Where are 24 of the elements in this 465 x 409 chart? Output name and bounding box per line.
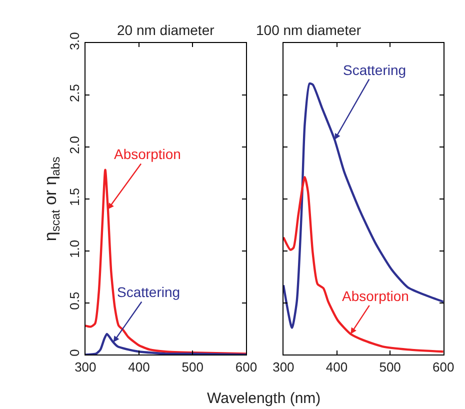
x-tick-label: 400 — [128, 359, 150, 374]
y-tick-label: 0.5 — [67, 292, 82, 310]
annotation: Absorption — [114, 146, 181, 162]
chart-title: 100 nm diameter — [256, 22, 362, 38]
y-tick-label: 3.0 — [67, 32, 82, 50]
annotation: Absorption — [342, 288, 409, 304]
x-tick-label: 400 — [326, 359, 348, 374]
x-tick-label: 600 — [432, 359, 454, 374]
chart-title: 20 nm diameter — [117, 22, 215, 38]
y-tick-label: 1.0 — [67, 240, 82, 258]
x-tick-label: 300 — [74, 359, 96, 374]
annotation: Scattering — [343, 62, 406, 78]
x-tick-label: 300 — [272, 359, 294, 374]
line-series — [85, 332, 246, 355]
line-series — [85, 168, 246, 355]
annotation: Scattering — [117, 284, 180, 300]
y-tick-label: 2.0 — [67, 136, 82, 154]
x-tick-label: 500 — [182, 359, 204, 374]
y-tick-label: 0 — [67, 349, 82, 356]
y-tick-label: 1.5 — [67, 188, 82, 206]
x-tick-label: 600 — [235, 359, 258, 374]
y-tick-label: 2.5 — [67, 84, 82, 102]
x-axis-title: Wavelength (nm) — [207, 390, 321, 407]
x-tick-label: 500 — [379, 359, 401, 374]
